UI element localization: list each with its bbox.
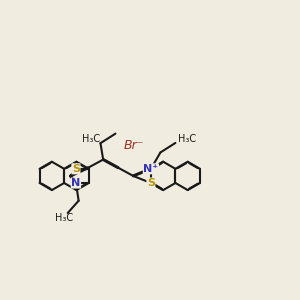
- Text: H₃C: H₃C: [82, 134, 100, 144]
- Text: N⁺: N⁺: [143, 164, 158, 174]
- Text: S: S: [147, 178, 155, 188]
- Text: N: N: [71, 178, 81, 188]
- Text: Br⁻: Br⁻: [124, 140, 144, 152]
- Text: H₃C: H₃C: [55, 213, 73, 224]
- Text: H₃C: H₃C: [178, 134, 196, 144]
- Text: S: S: [72, 164, 80, 174]
